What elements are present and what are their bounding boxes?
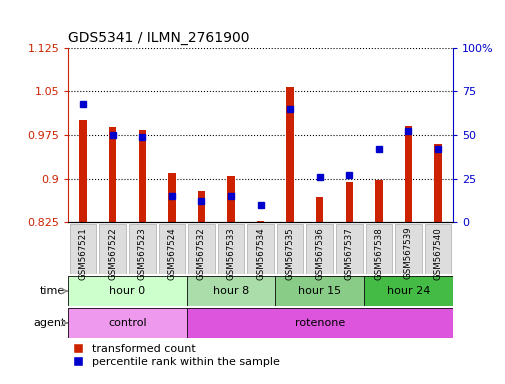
Text: GSM567533: GSM567533 xyxy=(226,227,235,280)
Text: GSM567524: GSM567524 xyxy=(167,227,176,280)
Bar xyxy=(197,192,205,222)
Text: GSM567536: GSM567536 xyxy=(315,227,324,280)
Bar xyxy=(433,144,441,222)
Text: GSM567521: GSM567521 xyxy=(78,227,87,280)
Text: GSM567535: GSM567535 xyxy=(285,227,294,280)
FancyBboxPatch shape xyxy=(306,224,332,274)
Bar xyxy=(227,176,234,222)
Text: GSM567534: GSM567534 xyxy=(256,227,265,280)
Bar xyxy=(286,87,293,222)
FancyBboxPatch shape xyxy=(276,224,303,274)
Bar xyxy=(79,121,87,222)
Text: GSM567540: GSM567540 xyxy=(433,227,442,280)
Bar xyxy=(404,126,412,222)
FancyBboxPatch shape xyxy=(247,224,273,274)
FancyBboxPatch shape xyxy=(217,224,244,274)
FancyBboxPatch shape xyxy=(68,308,186,338)
Text: control: control xyxy=(108,318,146,328)
Bar xyxy=(109,127,116,222)
FancyBboxPatch shape xyxy=(365,224,391,274)
FancyBboxPatch shape xyxy=(275,276,364,306)
FancyBboxPatch shape xyxy=(186,308,452,338)
Text: GSM567538: GSM567538 xyxy=(374,227,383,280)
Bar xyxy=(257,220,264,222)
FancyBboxPatch shape xyxy=(99,224,126,274)
Bar xyxy=(345,182,352,222)
FancyBboxPatch shape xyxy=(70,224,96,274)
Bar xyxy=(138,130,145,222)
FancyBboxPatch shape xyxy=(394,224,421,274)
FancyBboxPatch shape xyxy=(68,276,186,306)
FancyBboxPatch shape xyxy=(186,276,275,306)
Legend: transformed count, percentile rank within the sample: transformed count, percentile rank withi… xyxy=(74,343,279,367)
FancyBboxPatch shape xyxy=(158,224,185,274)
Text: hour 24: hour 24 xyxy=(386,286,429,296)
Text: rotenone: rotenone xyxy=(294,318,344,328)
Text: GSM567523: GSM567523 xyxy=(137,227,146,280)
Text: agent: agent xyxy=(33,318,65,328)
Text: GSM567539: GSM567539 xyxy=(403,227,412,280)
Text: time: time xyxy=(40,286,65,296)
Text: GSM567522: GSM567522 xyxy=(108,227,117,280)
Bar xyxy=(168,173,175,222)
FancyBboxPatch shape xyxy=(335,224,362,274)
FancyBboxPatch shape xyxy=(364,276,452,306)
Bar xyxy=(316,197,323,222)
FancyBboxPatch shape xyxy=(188,224,214,274)
Text: hour 8: hour 8 xyxy=(213,286,248,296)
Text: GSM567532: GSM567532 xyxy=(196,227,206,280)
FancyBboxPatch shape xyxy=(129,224,155,274)
Text: hour 0: hour 0 xyxy=(109,286,145,296)
Bar xyxy=(375,180,382,222)
Text: GDS5341 / ILMN_2761900: GDS5341 / ILMN_2761900 xyxy=(68,31,249,45)
FancyBboxPatch shape xyxy=(424,224,450,274)
Text: hour 15: hour 15 xyxy=(297,286,341,296)
Text: GSM567537: GSM567537 xyxy=(344,227,353,280)
